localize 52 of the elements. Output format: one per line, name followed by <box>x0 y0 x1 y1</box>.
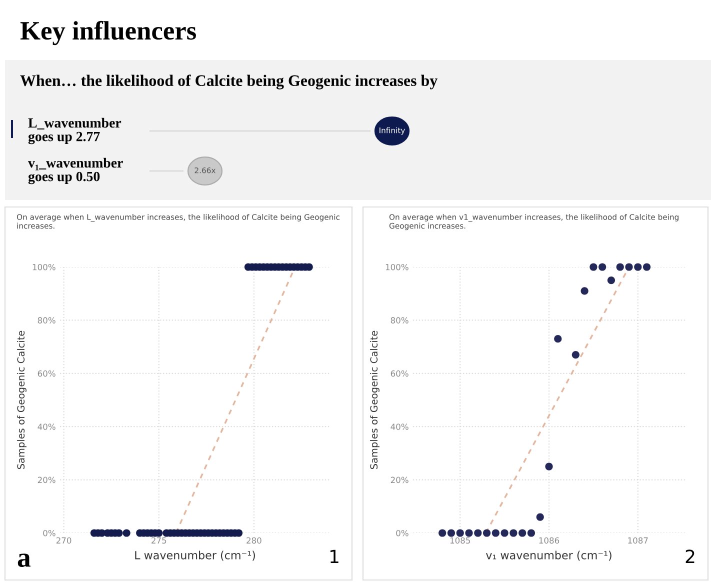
x-tick-label: 270 <box>56 537 72 544</box>
y-tick-label: 20% <box>38 476 56 484</box>
y-tick-label: 60% <box>38 370 56 377</box>
point <box>438 529 446 537</box>
y-tick-label: 40% <box>38 424 56 430</box>
y-tick-label: 100% <box>32 264 56 270</box>
point <box>590 263 598 271</box>
point <box>634 263 642 271</box>
text: v₁_wavenumber goes up 0.50 <box>28 158 123 184</box>
point <box>536 513 544 521</box>
point <box>492 529 500 537</box>
point <box>554 335 562 343</box>
y-axis-title: Samples of Geogenic Calcite <box>17 330 26 469</box>
x-tick-label: 275 <box>152 537 166 544</box>
point <box>580 287 588 295</box>
point <box>482 529 491 537</box>
text: L_wavenumber goes up 2.77 <box>28 118 122 144</box>
point <box>545 462 553 470</box>
point <box>500 529 508 537</box>
point <box>510 529 518 537</box>
text: 1 <box>330 550 338 563</box>
y-tick-label: 60% <box>390 370 408 377</box>
y-tick-label: 80% <box>38 317 56 324</box>
point <box>474 529 482 537</box>
point <box>616 263 624 271</box>
point <box>465 529 473 537</box>
point <box>572 350 580 359</box>
x-tick-label: 280 <box>246 537 262 544</box>
y-tick-label: 0% <box>396 530 408 536</box>
x-tick-label: 1085 <box>450 537 470 544</box>
y-tick-label: 20% <box>390 476 408 484</box>
x-tick-label: 1087 <box>628 537 648 544</box>
y-tick-label: 80% <box>390 317 408 324</box>
point <box>447 529 456 537</box>
text: When… the likelihood of Calcite being Geogenic increases by <box>20 74 438 90</box>
point <box>625 263 633 271</box>
text: Key influencers <box>20 20 196 46</box>
point <box>607 276 616 284</box>
x-axis-title: L wavenumber (cm⁻¹) <box>135 550 255 561</box>
text: 2 <box>686 550 694 563</box>
point <box>518 529 526 537</box>
y-axis-title: Samples of Geogenic Calcite <box>370 330 380 469</box>
x-tick-label: 1086 <box>539 537 560 544</box>
y-tick-label: 40% <box>390 424 408 430</box>
text: a <box>18 554 30 567</box>
point <box>642 263 651 271</box>
point <box>527 529 536 537</box>
y-tick-label: 0% <box>43 530 56 536</box>
x-axis-title: v₁ wavenumber (cm⁻¹) <box>486 550 612 561</box>
y-tick-label: 100% <box>386 264 408 270</box>
point <box>456 529 464 537</box>
point <box>598 263 606 271</box>
